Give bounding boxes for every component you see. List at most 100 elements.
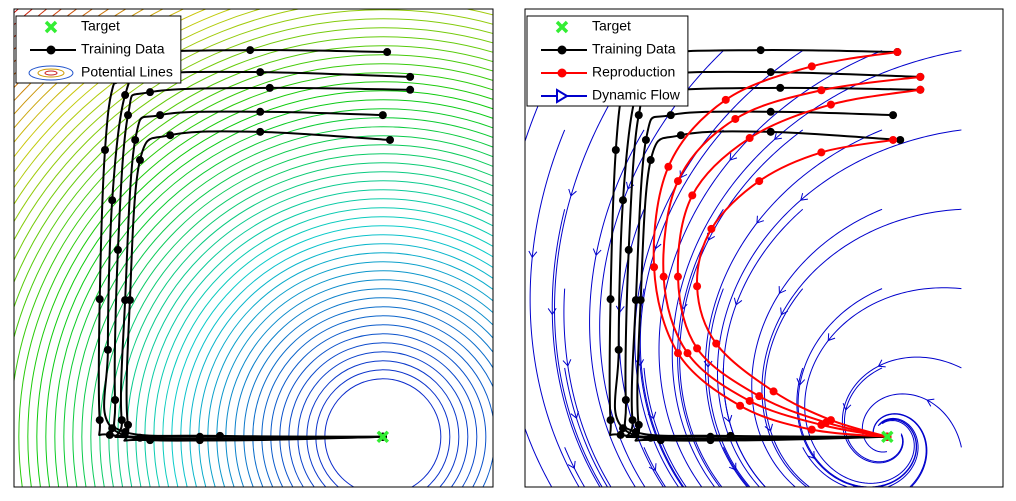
trajectory-point (406, 85, 415, 94)
flow-line (751, 208, 883, 487)
flow-arrow (827, 333, 836, 342)
flow-line (679, 129, 804, 487)
trajectory-point (628, 416, 637, 425)
trajectory-point (256, 127, 265, 136)
trajectory-point (113, 245, 122, 254)
flow-line (677, 209, 724, 487)
trajectory-point (135, 156, 144, 165)
trajectory-point (826, 416, 835, 425)
potential-line (14, 18, 493, 242)
flow-arrow (592, 248, 602, 257)
flow-line (707, 288, 751, 487)
panel: Target Training Data Potential Lines (13, 8, 494, 488)
trajectory-point (721, 95, 730, 104)
flow-line (564, 447, 586, 487)
panel: Target Training Data Reproduction Dynamic F… (506, 8, 1004, 488)
trajectory-point (383, 48, 392, 57)
trajectory-point (621, 396, 630, 405)
plot-frame (524, 8, 1004, 488)
trajectory-point (146, 436, 155, 445)
legend: Target Training Data Reproduction Dynamic F… (526, 15, 689, 107)
trajectory-point (131, 135, 140, 144)
trajectory-point (755, 177, 764, 186)
potential-line (270, 324, 493, 487)
trajectory-point (916, 85, 925, 94)
trajectory-point (103, 345, 112, 354)
trajectory-point (611, 146, 620, 155)
flow-arrow (648, 463, 657, 472)
flow-line (802, 417, 919, 487)
trajectory-point (916, 72, 925, 81)
trajectory-point (736, 401, 745, 410)
trajectory-line (634, 130, 901, 442)
legend-arrow (556, 88, 569, 104)
flow-line (671, 50, 962, 487)
flow-line (639, 129, 724, 487)
trajectory-point (673, 349, 682, 358)
trajectory-point (618, 196, 627, 205)
background (506, 50, 962, 487)
trajectory-point (265, 83, 274, 92)
trajectory-point (776, 83, 785, 92)
legend-label: Training Data (81, 41, 165, 57)
flow-line (722, 447, 750, 487)
flow-line (843, 367, 904, 463)
target-marker (555, 20, 569, 34)
flow-arrow (568, 188, 577, 197)
trajectory-point (889, 111, 898, 120)
trajectory-point (693, 282, 702, 291)
trajectory-point (646, 156, 655, 165)
trajectory-point (101, 146, 110, 155)
potential-line (14, 54, 493, 340)
trajectory-point (664, 162, 673, 171)
trajectory-point (666, 111, 675, 120)
flow-arrow (506, 194, 515, 201)
trajectory-point (641, 135, 650, 144)
trajectory-point (121, 91, 130, 100)
trajectory-point (673, 177, 682, 186)
flow-line (761, 208, 962, 487)
potential-line (63, 117, 493, 487)
flow-arrow (570, 411, 579, 420)
flow-line (643, 447, 667, 487)
trajectory-point (683, 349, 692, 358)
potential-line (108, 162, 493, 487)
trajectory-point (817, 86, 826, 95)
flow-arrow (780, 307, 788, 316)
flow-arrow (562, 359, 572, 367)
trajectory-point (386, 135, 395, 144)
legend-contour (28, 65, 74, 81)
flow-arrow (528, 250, 538, 259)
trajectory-point (766, 68, 775, 77)
trajectory-point (111, 396, 120, 405)
trajectory-point (125, 296, 134, 305)
trajectory-point (146, 88, 155, 97)
trajectory-point (606, 416, 615, 425)
flow-arrow (728, 462, 737, 471)
flow-line (804, 287, 962, 484)
trajectory-point (745, 396, 754, 405)
trajectory-point (650, 263, 659, 272)
trajectory-point (807, 62, 816, 71)
potential-line (189, 243, 493, 487)
trajectory-point (634, 111, 643, 120)
potential-line (252, 306, 493, 487)
potential-line (14, 27, 493, 262)
legend-contour (37, 68, 65, 78)
potential-line (198, 252, 493, 487)
flow-line (841, 356, 962, 464)
potential-line (297, 351, 469, 487)
potential-line (14, 36, 493, 284)
trajectory-point (156, 111, 165, 120)
potential-line (171, 225, 493, 487)
flow-line (564, 367, 609, 487)
trajectory-point (95, 416, 104, 425)
trajectory-point (896, 135, 905, 144)
trajectory-point (105, 430, 114, 439)
trajectory-point (634, 420, 643, 429)
trajectory-point (707, 224, 716, 233)
trajectory-point (673, 272, 682, 281)
trajectory-point (124, 111, 133, 120)
trajectory-point (636, 296, 645, 305)
trajectory-point (731, 114, 740, 123)
